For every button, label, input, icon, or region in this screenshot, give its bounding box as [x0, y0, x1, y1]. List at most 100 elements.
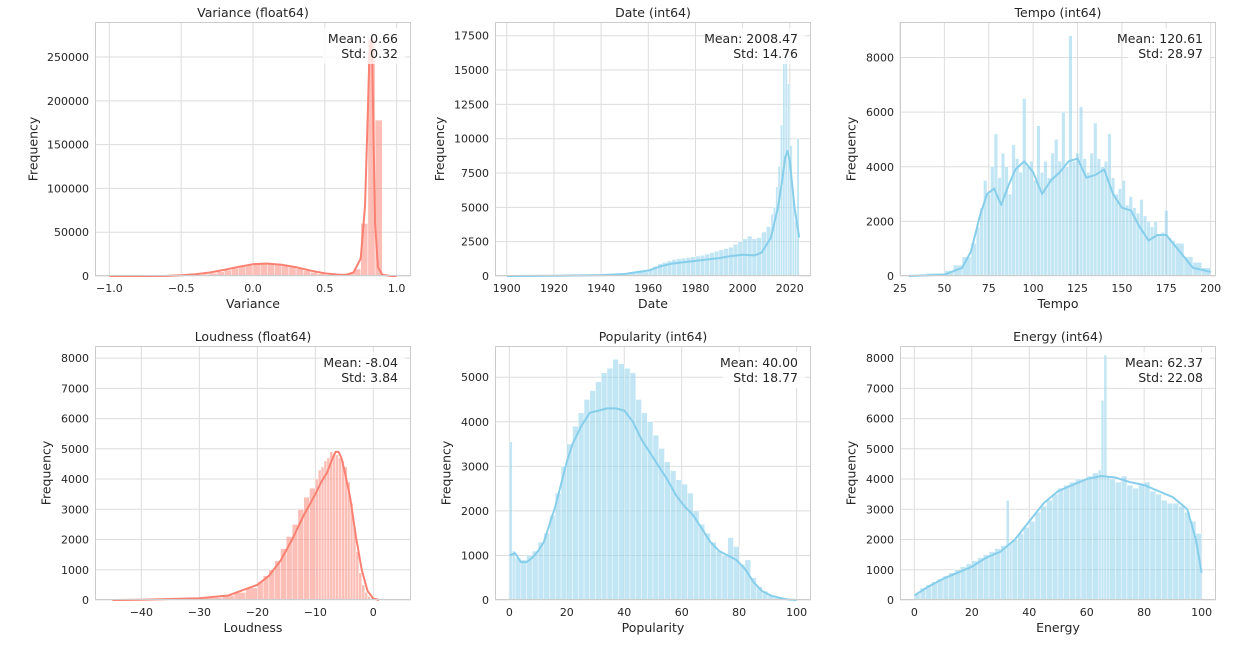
histogram-bar [566, 443, 573, 601]
histogram-bar [787, 83, 790, 277]
histogram-bar [1098, 469, 1102, 601]
x-tick-label: 0.5 [316, 282, 334, 295]
y-tick-label: 100000 [47, 182, 89, 195]
y-tick-labels: 0 2000 4000 6000 8000 [866, 52, 894, 283]
histogram-bar [756, 237, 762, 277]
histogram-bar [1167, 237, 1172, 277]
histogram-bar [320, 466, 325, 601]
y-axis-label: Frequency [844, 440, 859, 505]
histogram-bar [1046, 500, 1053, 601]
histogram-bar [794, 220, 798, 277]
histogram-bar [281, 265, 290, 277]
histogram-bar [1032, 180, 1037, 277]
histogram-bar [1040, 172, 1044, 277]
y-tick-label: 4000 [61, 473, 89, 486]
histogram-bar [1155, 493, 1162, 601]
histogram-bar [1075, 152, 1080, 277]
histogram-bar [341, 460, 345, 601]
y-tick-label: 1000 [866, 564, 894, 577]
histogram-bar [1069, 481, 1076, 601]
x-tick-labels: 25 50 75 100 125 150 175 200 [893, 282, 1221, 295]
histogram-bar [1115, 481, 1122, 601]
y-tick-label: 10000 [454, 133, 489, 146]
plot-title: Energy (int64) [1013, 329, 1103, 344]
histogram-bar [332, 453, 336, 601]
kde-curve [112, 450, 380, 601]
mean-label: Mean: 120.61 [1117, 31, 1203, 46]
histogram-bar [1008, 542, 1013, 601]
x-axis-label: Energy [1036, 620, 1080, 635]
histogram-bar [624, 368, 631, 601]
y-tick-label: 8000 [61, 352, 89, 365]
mean-label: Mean: 40.00 [720, 355, 798, 370]
histogram-bar [1128, 196, 1133, 277]
histogram-bar [1004, 166, 1009, 277]
histogram-bar [1120, 475, 1128, 601]
histogram-bar [618, 363, 625, 601]
std-label: Std: 0.32 [341, 46, 398, 61]
histogram-bar [1089, 152, 1094, 277]
histogram-bar [1061, 111, 1066, 277]
std-label: Std: 18.77 [733, 370, 798, 385]
x-tick-labels: 0 20 40 60 80 100 [911, 606, 1212, 619]
y-tick-label: 5000 [61, 443, 89, 456]
histogram-bar [1015, 158, 1020, 277]
y-tick-labels: 0 1000 2000 3000 4000 5000 [461, 371, 489, 607]
y-tick-label: 2000 [61, 534, 89, 547]
y-tick-label: 3000 [461, 460, 489, 473]
x-tick-label: 0.0 [244, 282, 262, 295]
histogram-bar [245, 587, 258, 601]
histogram-bar [1126, 484, 1133, 601]
plot-frame [495, 346, 811, 600]
histogram-bar [355, 551, 360, 601]
loudness-histogram: −40 −30 −20 −10 0 0 1000 2000 3000 4000 5000 6000 7… [39, 329, 411, 635]
histogram-bar [723, 248, 729, 277]
x-tick-labels: −1.0 −0.5 0.0 0.5 1.0 [96, 282, 405, 295]
histogram-bar [520, 559, 527, 601]
x-tick-labels: 1900 1920 1940 1960 1980 2000 2020 [493, 282, 804, 295]
histogram-bar [259, 263, 268, 277]
histogram-bar [1080, 478, 1087, 601]
histogram-bar [1034, 512, 1041, 601]
y-tick-label: 2000 [461, 505, 489, 518]
histogram-bar [364, 592, 368, 601]
histogram-bar [1178, 506, 1185, 601]
histogram-bar [1157, 234, 1162, 277]
histogram-bar [1100, 166, 1105, 277]
histogram-bar [1057, 487, 1064, 601]
kde-curve [913, 475, 1203, 597]
x-tick-label: 100 [1191, 606, 1212, 619]
y-tick-label: 50000 [54, 226, 89, 239]
x-tick-label: 100 [1023, 282, 1044, 295]
histogram-bar [1052, 493, 1059, 601]
y-tick-label: 2000 [866, 534, 894, 547]
y-tick-label: 2500 [461, 236, 489, 249]
histogram-bar [695, 255, 701, 277]
y-axis-label: Frequency [432, 116, 447, 181]
histogram-bar [358, 572, 362, 601]
std-label: Std: 22.08 [1138, 370, 1203, 385]
y-axis-label: Frequency [439, 440, 454, 505]
y-tick-label: 7500 [461, 167, 489, 180]
x-tick-label: 50 [937, 282, 951, 295]
histogram-bars [908, 35, 1211, 277]
x-tick-label: −1.0 [96, 282, 123, 295]
x-tick-label: 1940 [587, 282, 615, 295]
kde-curve [109, 38, 397, 277]
histogram-bar [775, 186, 779, 277]
histogram-bar [699, 255, 706, 277]
histogram-bar [727, 537, 734, 601]
y-tick-label: 17500 [454, 30, 489, 43]
histogram-bar [1100, 400, 1105, 601]
x-tick-label: 25 [893, 282, 907, 295]
gridlines [95, 346, 411, 601]
histogram-bar [1138, 484, 1145, 601]
histogram-bar [274, 264, 282, 277]
histogram-bar [1043, 161, 1048, 277]
histogram-bar [252, 263, 261, 277]
histogram-bar [738, 564, 746, 601]
histogram-bar [1096, 158, 1101, 277]
histogram-bar [326, 457, 331, 601]
tempo-histogram: 25 50 75 100 125 150 175 200 02000400060008000 … [844, 5, 1222, 311]
histogram-bar [1064, 166, 1069, 277]
